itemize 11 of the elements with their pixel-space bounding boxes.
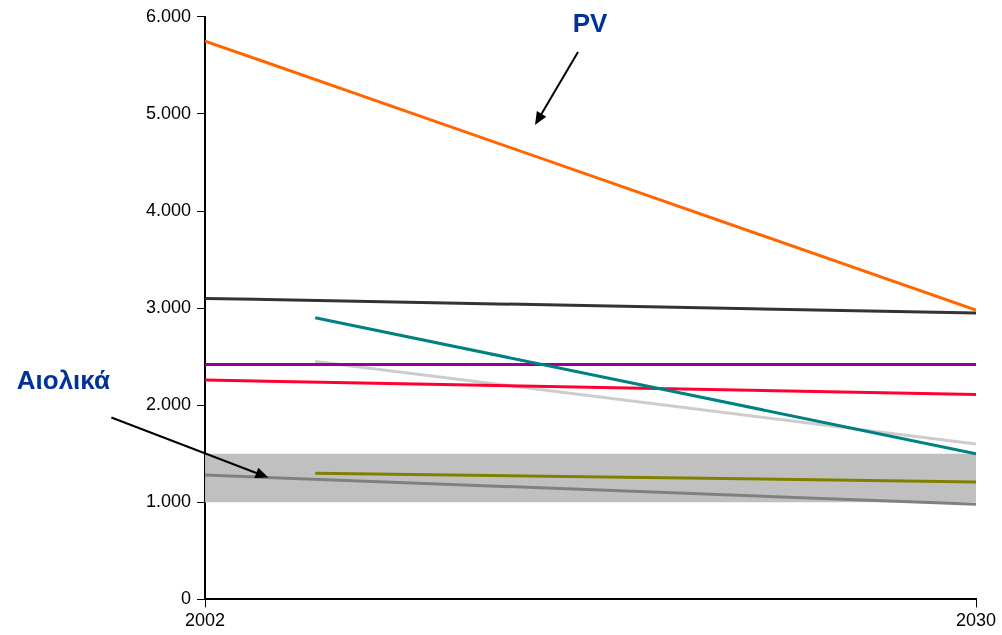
annotation: Αιολικά [16, 364, 110, 395]
y-tick-label: 0 [181, 588, 192, 609]
x-tick-label: 2002 [185, 610, 226, 631]
y-tick-label: 1.000 [146, 491, 192, 512]
x-tick-label: 2030 [955, 610, 997, 631]
y-tick-label: 5.000 [146, 102, 192, 123]
annotation: PV [572, 8, 608, 39]
y-tick-label: 6.000 [146, 5, 192, 26]
y-tick-label: 3.000 [146, 297, 192, 318]
y-tick-label: 2.000 [146, 394, 192, 415]
y-tick-label: 4.000 [146, 199, 192, 220]
